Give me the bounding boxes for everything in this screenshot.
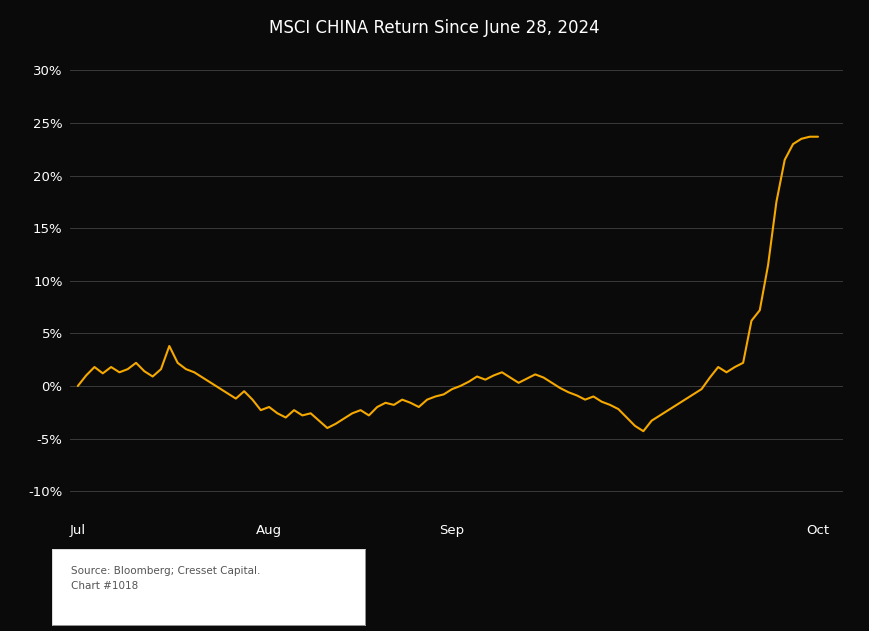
- Text: Source: Bloomberg; Cresset Capital.
Chart #1018: Source: Bloomberg; Cresset Capital. Char…: [71, 565, 261, 591]
- Text: MSCI CHINA Return Since June 28, 2024: MSCI CHINA Return Since June 28, 2024: [269, 19, 600, 37]
